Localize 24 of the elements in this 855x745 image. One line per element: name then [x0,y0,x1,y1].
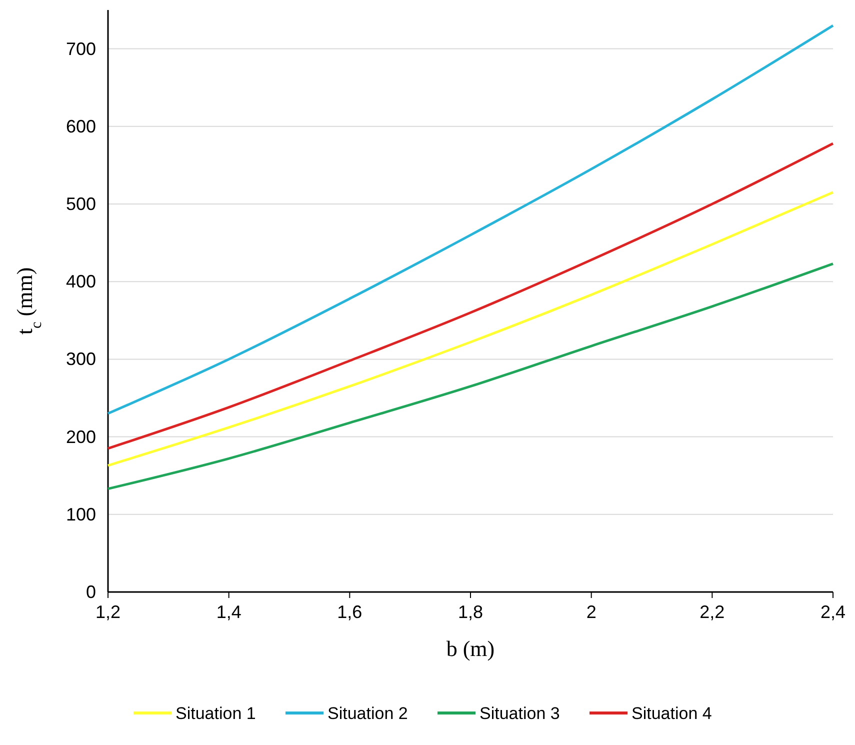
y-tick-label: 500 [66,194,96,214]
x-tick-label: 1,8 [458,602,484,622]
y-tick-label: 400 [66,272,96,292]
x-tick-label: 1,4 [216,602,242,622]
line-series [106,262,834,490]
x-tick-label: 1,6 [337,602,362,622]
legend-label: Situation 3 [480,704,560,723]
x-tick-label: 2 [586,602,596,622]
x-tick-label: 2,2 [700,602,725,622]
x-tick-label: 2,4 [820,602,846,622]
line-series [106,24,834,415]
x-axis-title: b (m) [446,636,495,661]
legend-label: Situation 2 [328,704,408,723]
y-tick-label: 300 [66,349,96,370]
x-tick-label: 1,2 [95,602,121,622]
y-tick-label: 200 [66,426,96,447]
y-tick-label: 600 [66,116,96,136]
y-tick-label: 700 [66,38,96,59]
line-series [106,191,834,467]
line-series [106,142,834,450]
y-tick-label: 0 [86,582,96,602]
y-tick-label: 100 [66,504,96,524]
legend-label: Situation 1 [176,704,256,723]
legend-label: Situation 4 [632,704,712,723]
